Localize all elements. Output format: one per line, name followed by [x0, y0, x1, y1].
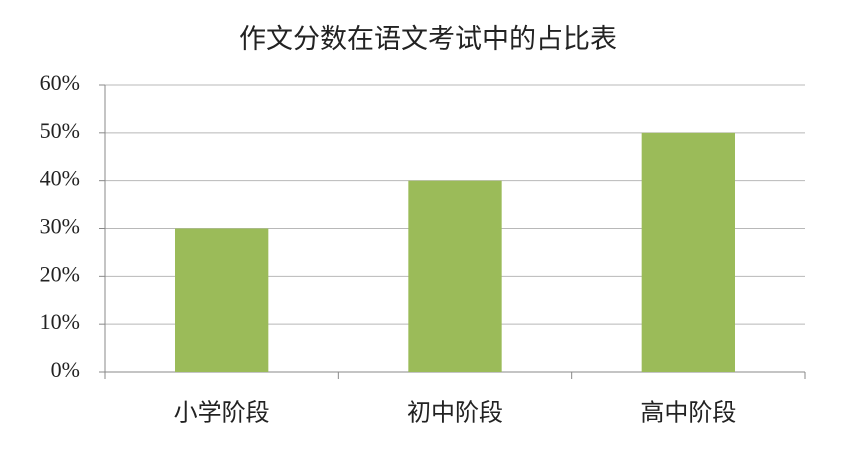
y-tick-label: 40% — [40, 166, 80, 191]
y-tick-label: 30% — [40, 214, 80, 239]
y-tick-label: 60% — [40, 70, 80, 95]
bar — [641, 132, 735, 372]
y-tick-label: 50% — [40, 118, 80, 143]
y-tick-label: 0% — [51, 357, 80, 382]
bar — [175, 228, 269, 372]
chart-title: 作文分数在语文考试中的占比表 — [239, 24, 617, 54]
x-tick-label: 小学阶段 — [174, 400, 270, 427]
x-tick-label: 高中阶段 — [640, 400, 736, 427]
bar — [408, 180, 502, 372]
y-tick-label: 20% — [40, 261, 80, 286]
y-tick-label: 10% — [40, 309, 80, 334]
x-tick-label: 初中阶段 — [407, 400, 503, 427]
